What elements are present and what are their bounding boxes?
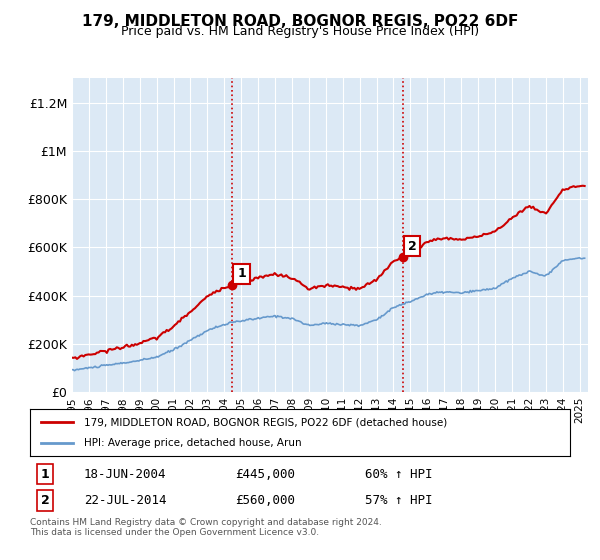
Text: 18-JUN-2004: 18-JUN-2004	[84, 468, 167, 480]
Text: £560,000: £560,000	[235, 494, 295, 507]
Text: 2: 2	[41, 494, 50, 507]
Text: 57% ↑ HPI: 57% ↑ HPI	[365, 494, 432, 507]
Text: 1: 1	[237, 268, 246, 281]
Text: 179, MIDDLETON ROAD, BOGNOR REGIS, PO22 6DF: 179, MIDDLETON ROAD, BOGNOR REGIS, PO22 …	[82, 14, 518, 29]
Text: 60% ↑ HPI: 60% ↑ HPI	[365, 468, 432, 480]
Text: Contains HM Land Registry data © Crown copyright and database right 2024.
This d: Contains HM Land Registry data © Crown c…	[30, 518, 382, 538]
Text: Price paid vs. HM Land Registry's House Price Index (HPI): Price paid vs. HM Land Registry's House …	[121, 25, 479, 38]
Text: 22-JUL-2014: 22-JUL-2014	[84, 494, 167, 507]
Text: 179, MIDDLETON ROAD, BOGNOR REGIS, PO22 6DF (detached house): 179, MIDDLETON ROAD, BOGNOR REGIS, PO22 …	[84, 417, 447, 427]
Text: HPI: Average price, detached house, Arun: HPI: Average price, detached house, Arun	[84, 438, 302, 448]
Text: 1: 1	[41, 468, 50, 480]
Text: £445,000: £445,000	[235, 468, 295, 480]
Text: 2: 2	[408, 240, 416, 253]
